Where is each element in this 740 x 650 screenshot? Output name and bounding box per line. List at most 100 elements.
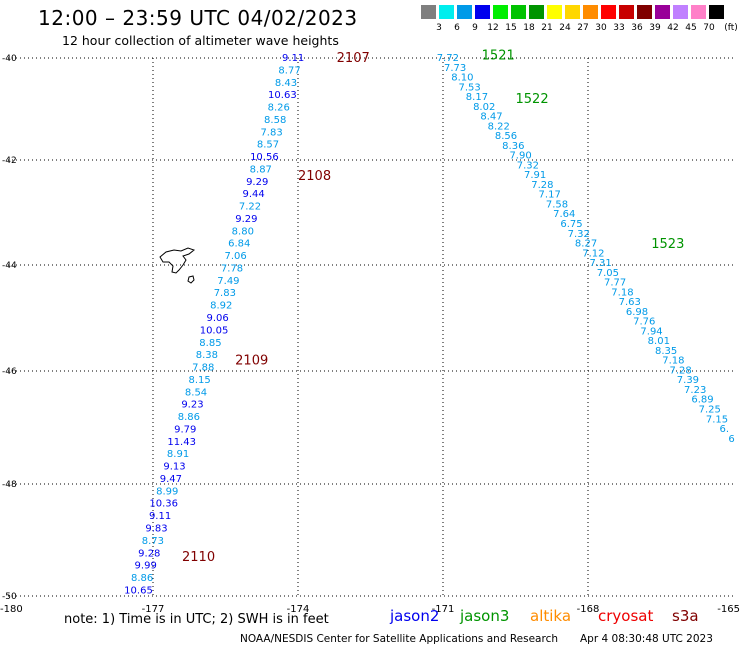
wave-height-label: 8.58 (264, 115, 286, 126)
wave-height-label: 8.87 (250, 164, 272, 175)
wave-height-label: 6 (728, 434, 734, 445)
satellite-name: jason2 (390, 607, 440, 625)
wave-height-label: 7.83 (214, 288, 236, 299)
wave-height-label: 7.32 (568, 229, 590, 240)
wave-height-label: 11.43 (167, 437, 196, 448)
legend-swatch (691, 5, 706, 19)
wave-height-label: 7.64 (553, 209, 575, 220)
island-outline (159, 247, 196, 284)
legend-swatch (565, 5, 580, 19)
wave-height-label: 7.78 (221, 263, 243, 274)
wave-height-label: 10.36 (149, 499, 178, 510)
wave-height-label: 10.05 (200, 325, 229, 336)
legend-label: 70 (703, 23, 715, 33)
wave-height-label: 10.63 (268, 90, 297, 101)
legend-swatch (529, 5, 544, 19)
pass-number-label: 2107 (337, 51, 370, 66)
legend-label: 24 (559, 23, 571, 33)
wave-height-label: 7.72 (437, 53, 459, 64)
wave-height-label: 8.73 (142, 536, 164, 547)
wave-height-label: 7.23 (684, 385, 706, 396)
legend-swatch (637, 5, 652, 19)
y-tick-label: -42 (2, 156, 17, 166)
legend-label: 27 (577, 23, 589, 33)
wave-height-label: 6. (720, 424, 730, 435)
y-tick-label: -40 (2, 54, 17, 64)
legend-label: 3 (436, 23, 442, 33)
wave-height-label: 8.85 (199, 338, 221, 349)
pass-number-label: 2108 (298, 169, 331, 184)
wave-height-label: 8.35 (655, 346, 677, 357)
legend-unit: (ft) (724, 23, 738, 33)
wave-height-label: 7.31 (589, 258, 611, 269)
pass-number-label: 1522 (516, 92, 549, 107)
legend-swatch (709, 5, 724, 19)
wave-height-label: 8.92 (210, 301, 232, 312)
legend-swatch (421, 5, 436, 19)
wave-height-label: 9.83 (145, 523, 167, 534)
wave-height-label: 7.49 (217, 276, 239, 287)
wave-height-label: 9.11 (282, 53, 304, 64)
legend-label: 30 (595, 23, 607, 33)
wave-height-label: 8.10 (451, 73, 473, 84)
satellite-name: altika (530, 607, 572, 625)
wave-height-label: 7.05 (597, 268, 619, 279)
wave-height-label: 7.76 (633, 317, 655, 328)
x-tick-label: -180 (0, 604, 23, 615)
wave-height-label: 8.15 (189, 375, 211, 386)
x-tick-label: -165 (717, 604, 740, 615)
wave-height-label: 6.89 (691, 395, 713, 406)
wave-height-label: 8.17 (466, 92, 488, 103)
chart-subtitle: 12 hour collection of altimeter wave hei… (62, 33, 339, 48)
wave-height-label: 6.84 (228, 239, 250, 250)
wave-height-label: 9.28 (138, 548, 160, 559)
wave-height-label: 7.25 (699, 405, 721, 416)
wave-height-label: 8.86 (131, 573, 153, 584)
wave-height-label: 8.86 (178, 412, 200, 423)
wave-height-label: 8.80 (232, 226, 254, 237)
wave-height-label: 8.47 (480, 112, 502, 123)
wave-height-label: 7.12 (582, 248, 604, 259)
footnote: note: 1) Time is in UTC; 2) SWH is in fe… (64, 612, 329, 627)
satellite-name: jason3 (460, 607, 510, 625)
wave-height-label: 7.32 (517, 160, 539, 171)
legend-label: 12 (487, 23, 499, 33)
chatham-island (159, 247, 196, 274)
legend-label: 9 (472, 23, 478, 33)
legend-swatch (619, 5, 634, 19)
wave-height-label: 7.39 (677, 375, 699, 386)
wave-height-label: 7.28 (531, 180, 553, 191)
x-tick-label: -174 (287, 604, 310, 615)
legend-label: 39 (649, 23, 661, 33)
pass-number-label: 2109 (235, 353, 268, 368)
y-tick-label: -48 (2, 480, 17, 490)
x-tick-label: -168 (577, 604, 600, 615)
legend-swatch (457, 5, 472, 19)
wave-height-label: 7.94 (640, 326, 662, 337)
wave-height-label: 9.99 (135, 561, 157, 572)
wave-height-label: 7.77 (604, 278, 626, 289)
legend-label: 42 (667, 23, 679, 33)
y-tick-label: -50 (2, 592, 17, 602)
wave-height-label: 7.53 (459, 82, 481, 93)
wave-height-label: 9.79 (174, 424, 196, 435)
y-tick-label: -44 (2, 261, 17, 271)
satellite-name: s3a (672, 607, 699, 625)
legend-swatch (475, 5, 490, 19)
wave-height-label: 9.29 (235, 214, 257, 225)
wave-height-label: 7.88 (192, 363, 214, 374)
wave-height-label: 10.56 (250, 152, 279, 163)
legend-swatch (439, 5, 454, 19)
wave-height-label: 9.13 (163, 462, 185, 473)
chart-title: 12:00 – 23:59 UTC 04/02/2023 (38, 6, 358, 30)
wave-height-label: 9.06 (206, 313, 228, 324)
wave-height-label: 8.56 (495, 131, 517, 142)
wave-height-label: 6.98 (626, 307, 648, 318)
wave-height-label: 7.58 (546, 199, 568, 210)
legend-swatch (511, 5, 526, 19)
wave-height-label: 8.02 (473, 102, 495, 113)
legend-label: 36 (631, 23, 643, 33)
wave-height-label: 9.29 (246, 177, 268, 188)
legend-swatch (655, 5, 670, 19)
legend-label: 18 (523, 23, 535, 33)
